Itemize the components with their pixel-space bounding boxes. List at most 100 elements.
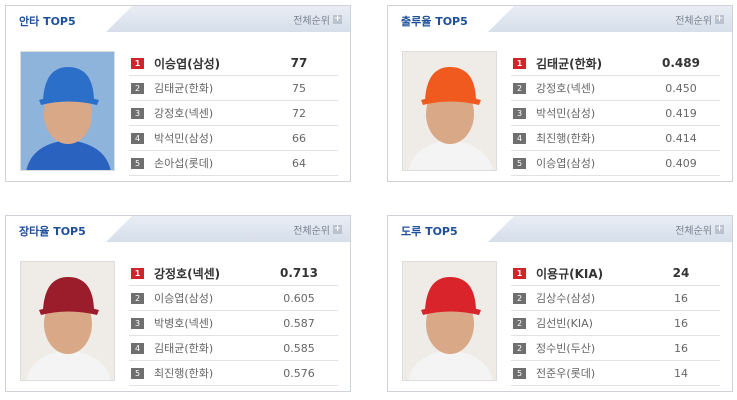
player-name[interactable]: 최진행(한화)	[154, 367, 214, 380]
player-name[interactable]: 박병호(넥센)	[154, 317, 214, 330]
stat-value: 0.576	[283, 366, 315, 380]
panel-title: 장타율 TOP5	[19, 225, 86, 238]
list-item[interactable]: 4 김태균(한화) 0.585	[129, 336, 338, 361]
stat-value: 64	[292, 156, 306, 170]
ranking-list: 1 김태균(한화) 0.489 2 강정호(넥센) 0.450 3 박석민(삼성…	[511, 51, 720, 176]
rank-badge: 3	[131, 107, 144, 119]
rank-badge: 2	[513, 317, 526, 329]
list-item[interactable]: 2 김상수(삼성) 16	[511, 286, 720, 311]
rank-badge: 1	[131, 267, 144, 279]
player-name[interactable]: 이승엽(삼성)	[154, 292, 214, 305]
player-name[interactable]: 박석민(삼성)	[154, 132, 214, 145]
player-name[interactable]: 김선빈(KIA)	[536, 317, 593, 330]
player-name[interactable]: 박석민(삼성)	[536, 107, 596, 120]
list-item[interactable]: 1 이승엽(삼성) 77	[129, 51, 338, 76]
rank-badge: 5	[513, 367, 526, 379]
list-item[interactable]: 3 박석민(삼성) 0.419	[511, 101, 720, 126]
list-item[interactable]: 5 이승엽(삼성) 0.409	[511, 151, 720, 176]
stat-value: 0.419	[665, 106, 697, 120]
ranking-panel: 출루율 TOP5 전체순위 + 1 김태균(한화) 0.489 2 강정호(넥센)…	[387, 5, 733, 182]
player-name[interactable]: 이용규(KIA)	[536, 266, 604, 281]
list-item[interactable]: 1 김태균(한화) 0.489	[511, 51, 720, 76]
view-all-label: 전체순위	[293, 226, 330, 237]
rank-badge: 1	[513, 57, 526, 69]
list-item[interactable]: 5 전준우(롯데) 14	[511, 361, 720, 386]
panel-title: 도루 TOP5	[401, 225, 458, 238]
stat-value: 14	[674, 366, 688, 380]
list-item[interactable]: 2 김선빈(KIA) 16	[511, 311, 720, 336]
list-item[interactable]: 2 정수빈(두산) 16	[511, 336, 720, 361]
ranking-list: 1 이용규(KIA) 24 2 김상수(삼성) 16 2 김선빈(KIA) 16…	[511, 261, 720, 386]
panel-header: 장타율 TOP5 전체순위 +	[6, 216, 350, 242]
view-all-label: 전체순위	[293, 16, 330, 27]
list-item[interactable]: 3 박병호(넥센) 0.587	[129, 311, 338, 336]
rank-badge: 5	[131, 157, 144, 169]
ranking-list: 1 강정호(넥센) 0.713 2 이승엽(삼성) 0.605 3 박병호(넥센…	[129, 261, 338, 386]
list-item[interactable]: 4 최진행(한화) 0.414	[511, 126, 720, 151]
rank-badge: 2	[131, 82, 144, 94]
rank-badge: 4	[513, 132, 526, 144]
panel-header: 출루율 TOP5 전체순위 +	[388, 6, 732, 32]
panel-title: 안타 TOP5	[19, 15, 76, 28]
stat-value: 77	[290, 56, 308, 70]
view-all-link[interactable]: 전체순위 +	[293, 222, 342, 237]
ranking-panel: 안타 TOP5 전체순위 + 1 이승엽(삼성) 77 2 김태균(한화) 75 …	[5, 5, 351, 182]
rank-badge: 4	[131, 132, 144, 144]
stat-value: 16	[674, 341, 688, 355]
list-item[interactable]: 1 이용규(KIA) 24	[511, 261, 720, 286]
player-name[interactable]: 강정호(넥센)	[154, 266, 221, 281]
list-item[interactable]: 5 최진행(한화) 0.576	[129, 361, 338, 386]
rank-badge: 5	[131, 367, 144, 379]
player-name[interactable]: 정수빈(두산)	[536, 342, 596, 355]
player-name[interactable]: 강정호(넥센)	[536, 82, 596, 95]
rank-badge: 2	[513, 292, 526, 304]
rank-badge: 1	[513, 267, 526, 279]
player-name[interactable]: 최진행(한화)	[536, 132, 596, 145]
list-item[interactable]: 3 강정호(넥센) 72	[129, 101, 338, 126]
list-item[interactable]: 4 박석민(삼성) 66	[129, 126, 338, 151]
stat-value: 0.713	[280, 266, 318, 280]
stat-value: 0.450	[665, 81, 697, 95]
player-name[interactable]: 김태균(한화)	[536, 56, 603, 71]
player-name[interactable]: 김태균(한화)	[154, 82, 214, 95]
player-name[interactable]: 이승엽(삼성)	[154, 56, 221, 71]
plus-icon: +	[333, 14, 342, 24]
player-name[interactable]: 김태균(한화)	[154, 342, 214, 355]
panel-header: 안타 TOP5 전체순위 +	[6, 6, 350, 32]
stat-value: 0.409	[665, 156, 697, 170]
rank-badge: 2	[513, 82, 526, 94]
panel-header: 도루 TOP5 전체순위 +	[388, 216, 732, 242]
stat-value: 0.585	[283, 341, 315, 355]
view-all-link[interactable]: 전체순위 +	[293, 12, 342, 27]
stat-value: 0.414	[665, 131, 697, 145]
player-name[interactable]: 김상수(삼성)	[536, 292, 596, 305]
stat-value: 0.605	[283, 291, 315, 305]
rank-badge: 5	[513, 157, 526, 169]
list-item[interactable]: 1 강정호(넥센) 0.713	[129, 261, 338, 286]
rank-badge: 3	[513, 107, 526, 119]
view-all-label: 전체순위	[675, 16, 712, 27]
stat-value: 75	[292, 81, 306, 95]
list-item[interactable]: 2 이승엽(삼성) 0.605	[129, 286, 338, 311]
player-photo	[20, 261, 115, 381]
view-all-label: 전체순위	[675, 226, 712, 237]
player-name[interactable]: 강정호(넥센)	[154, 107, 214, 120]
player-photo	[402, 261, 497, 381]
rank-badge: 2	[131, 292, 144, 304]
list-item[interactable]: 5 손아섭(롯데) 64	[129, 151, 338, 176]
list-item[interactable]: 2 강정호(넥센) 0.450	[511, 76, 720, 101]
player-name[interactable]: 전준우(롯데)	[536, 367, 596, 380]
list-item[interactable]: 2 김태균(한화) 75	[129, 76, 338, 101]
stat-value: 72	[292, 106, 306, 120]
plus-icon: +	[715, 224, 724, 234]
rank-badge: 2	[513, 342, 526, 354]
view-all-link[interactable]: 전체순위 +	[675, 222, 724, 237]
view-all-link[interactable]: 전체순위 +	[675, 12, 724, 27]
stat-value: 0.587	[283, 316, 315, 330]
player-photo	[20, 51, 115, 171]
stat-value: 66	[292, 131, 306, 145]
stat-value: 16	[674, 291, 688, 305]
player-name[interactable]: 이승엽(삼성)	[536, 157, 596, 170]
stat-value: 0.489	[662, 56, 700, 70]
player-name[interactable]: 손아섭(롯데)	[154, 157, 214, 170]
